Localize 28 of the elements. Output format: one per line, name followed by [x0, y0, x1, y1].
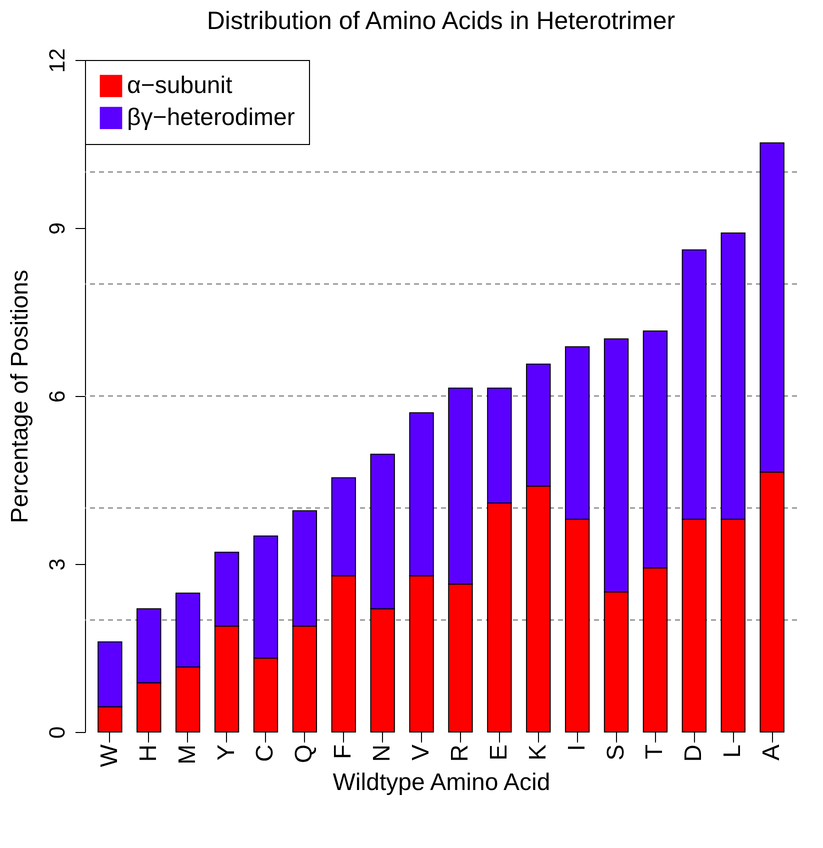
x-tick-label: C: [252, 744, 279, 762]
x-tick-label: R: [446, 744, 474, 762]
x-tick-label: A: [758, 744, 786, 761]
x-tick-label: W: [96, 744, 123, 768]
y-tick-label: 12: [44, 48, 70, 73]
x-tick-label: M: [174, 744, 201, 764]
legend-label: βγ−heterodimer: [127, 104, 295, 131]
y-tick-label: 0: [44, 726, 70, 739]
y-tick-label: 6: [44, 390, 70, 403]
x-tick-label: D: [680, 744, 708, 762]
x-tick-label: V: [408, 744, 435, 761]
x-tick-label: L: [719, 744, 746, 758]
legend-label: α−subunit: [127, 72, 233, 99]
x-tick-label: H: [134, 744, 162, 762]
x-tick-label: N: [368, 744, 396, 762]
x-tick-label: S: [602, 744, 630, 761]
x-axis-title: Wildtype Amino Acid: [332, 769, 550, 796]
x-tick-label: T: [641, 744, 668, 760]
x-tick-label: K: [524, 744, 552, 761]
y-tick-label: 9: [44, 222, 70, 235]
x-tick-label: E: [485, 744, 512, 761]
chart-title: Distribution of Amino Acids in Heterotrimer: [206, 6, 676, 35]
x-tick-label: Y: [212, 744, 240, 761]
y-axis-title: Percentage of Positions: [6, 270, 34, 524]
y-tick-label: 3: [44, 558, 70, 571]
x-tick-label: F: [330, 744, 357, 760]
x-tick-label: Q: [290, 744, 318, 764]
x-tick-label: I: [563, 744, 590, 752]
